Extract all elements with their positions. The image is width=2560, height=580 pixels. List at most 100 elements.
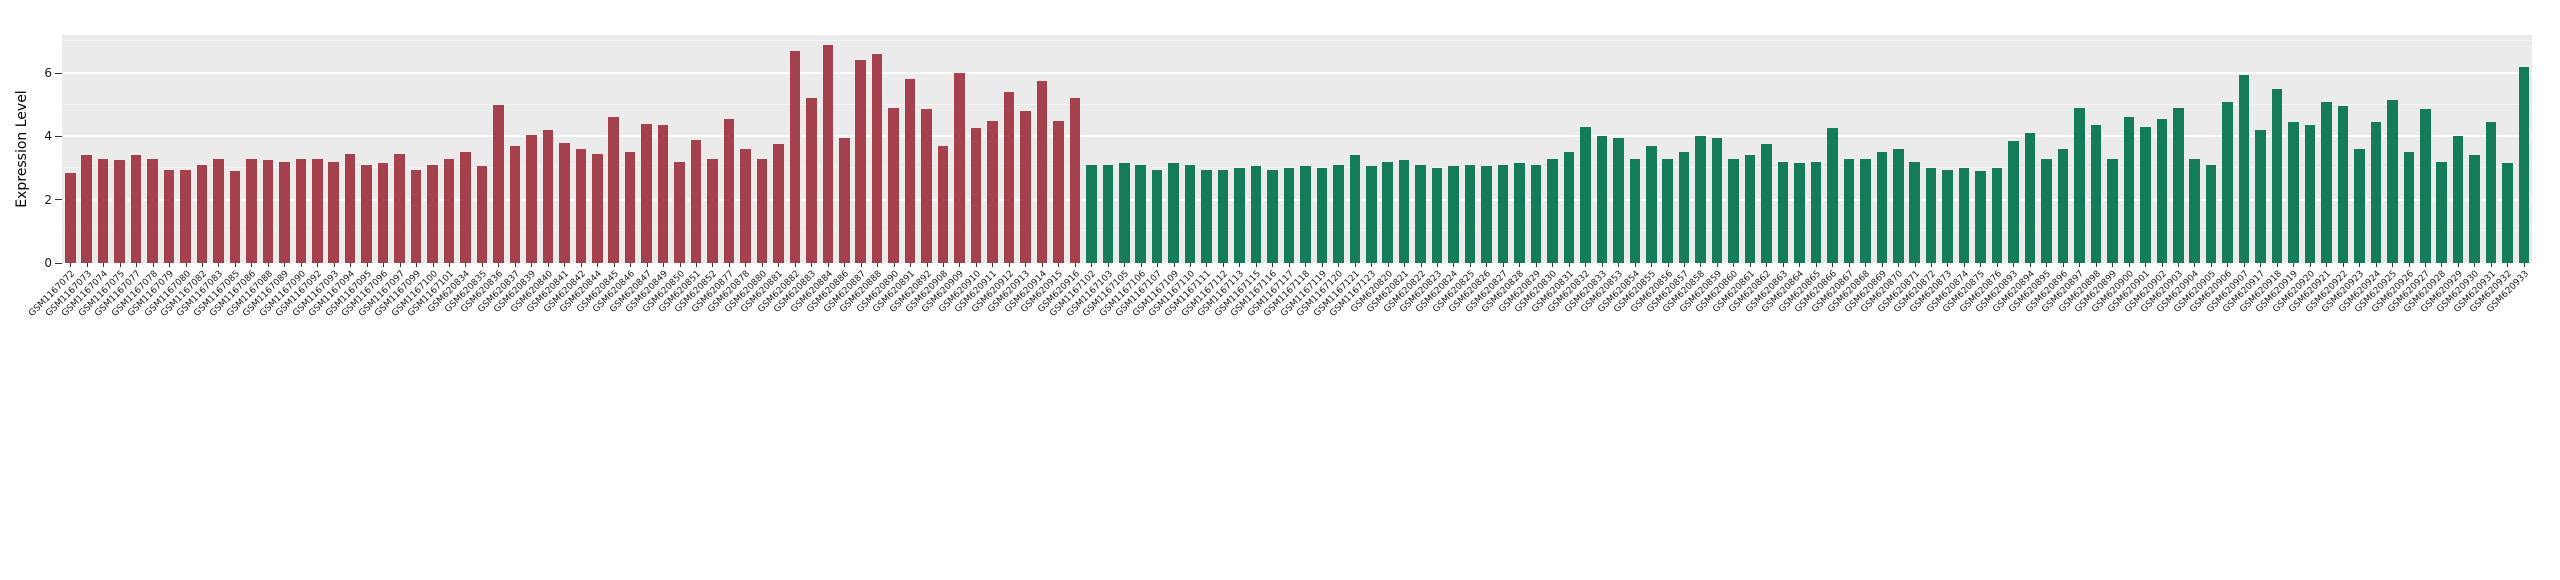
bar-slot <box>2071 35 2087 263</box>
x-tick-mark <box>2079 263 2081 267</box>
bar-slot <box>1692 35 1708 263</box>
bar-slot <box>1412 35 1428 263</box>
bar <box>2403 152 2415 263</box>
bar-slot <box>161 35 177 263</box>
x-tick-mark <box>1815 263 1817 267</box>
x-tick-mark <box>1634 263 1636 267</box>
bar <box>196 164 208 263</box>
bar-slot <box>2005 35 2021 263</box>
bar <box>1168 163 1179 263</box>
x-tick-mark <box>333 263 335 267</box>
bar-slot <box>1874 35 1890 263</box>
bar <box>1580 126 1591 263</box>
x-tick-mark <box>1832 263 1834 267</box>
bar <box>542 130 554 263</box>
bar-slot <box>1132 35 1148 263</box>
x-tick-mark <box>959 263 961 267</box>
bar <box>2205 164 2217 263</box>
bar <box>2024 133 2036 263</box>
bar <box>1744 155 1756 263</box>
x-tick-mark <box>152 263 154 267</box>
x-tick-mark <box>1947 263 1949 267</box>
y-tick-label: 4 <box>44 129 52 144</box>
bar-slot <box>1100 35 1116 263</box>
bar-slot <box>2022 35 2038 263</box>
x-tick-mark <box>1519 263 1521 267</box>
x-tick-mark <box>1799 263 1801 267</box>
bar-slot <box>408 35 424 263</box>
bar <box>2222 101 2233 263</box>
x-tick-mark <box>119 263 121 267</box>
bar <box>1645 145 1657 263</box>
bar <box>2452 136 2464 263</box>
bar <box>163 169 175 263</box>
bar <box>1613 137 1624 263</box>
bar-slot <box>1989 35 2005 263</box>
x-tick-mark <box>2276 263 2278 267</box>
x-tick-mark <box>2161 263 2163 267</box>
bar-slot <box>2154 35 2170 263</box>
bar <box>1151 169 1163 263</box>
bar-slot <box>1841 35 1857 263</box>
bar <box>1530 164 1542 263</box>
bar-slot <box>2038 35 2054 263</box>
x-tick-mark <box>1453 263 1455 267</box>
gridline-minor <box>62 230 2532 232</box>
x-tick-mark <box>1436 263 1438 267</box>
x-tick-mark <box>2194 263 2196 267</box>
bar-slot <box>2401 35 2417 263</box>
bar <box>1843 158 1855 263</box>
bar-slot <box>1165 35 1181 263</box>
x-tick-mark <box>646 263 648 267</box>
bar <box>361 164 372 263</box>
x-tick-mark <box>1124 263 1126 267</box>
x-tick-mark <box>1733 263 1735 267</box>
x-tick-mark <box>1025 263 1027 267</box>
bar <box>180 169 191 263</box>
bar-slot <box>836 35 852 263</box>
x-tick-mark <box>234 263 236 267</box>
x-tick-mark <box>2326 263 2328 267</box>
bar-slot <box>1758 35 1774 263</box>
x-tick-mark <box>778 263 780 267</box>
bar-slot <box>309 35 325 263</box>
x-tick-mark <box>2227 263 2229 267</box>
gridline-major <box>62 135 2532 138</box>
bar <box>2271 88 2283 263</box>
bar-slot <box>1231 35 1247 263</box>
bar <box>921 109 932 263</box>
bar-slot <box>754 35 770 263</box>
bar <box>130 155 142 263</box>
bar <box>1448 166 1459 263</box>
bar-slot <box>375 35 391 263</box>
bar-slot <box>1791 35 1807 263</box>
bar <box>1563 152 1575 263</box>
bar <box>526 134 537 263</box>
bar-slot <box>1314 35 1330 263</box>
bar-slot <box>507 35 523 263</box>
bar <box>213 158 224 263</box>
bar <box>888 107 899 263</box>
bar <box>1893 149 1904 263</box>
x-tick-mark <box>2243 263 2245 267</box>
x-tick-mark <box>564 263 566 267</box>
bar-slot <box>1495 35 1511 263</box>
x-tick-mark <box>942 263 944 267</box>
bar <box>1925 168 1937 263</box>
x-tick-mark <box>580 263 582 267</box>
x-tick-mark <box>1321 263 1323 267</box>
bar-slot <box>2302 35 2318 263</box>
bar <box>641 123 652 263</box>
bar-slot <box>2466 35 2482 263</box>
bar-slot <box>326 35 342 263</box>
bar-slot <box>293 35 309 263</box>
x-tick-mark <box>1338 263 1340 267</box>
x-tick-mark <box>399 263 401 267</box>
bar-slot <box>523 35 539 263</box>
y-tick-label: 0 <box>44 256 52 270</box>
bar-slot <box>2318 35 2334 263</box>
bar <box>773 144 784 263</box>
bar-slot <box>2252 35 2268 263</box>
bar-slot <box>935 35 951 263</box>
